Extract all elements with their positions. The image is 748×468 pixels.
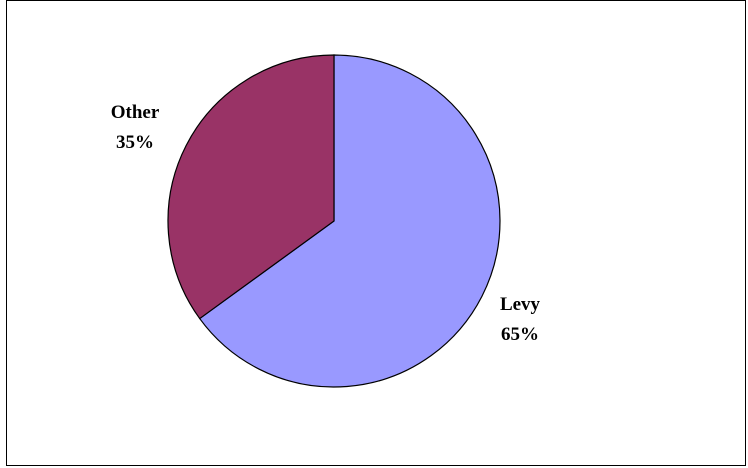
pie-slices	[167, 54, 501, 388]
slice-label-levy: Levy	[500, 294, 541, 315]
pie-slice-other	[167, 54, 335, 320]
pie-slice-levy	[198, 54, 501, 388]
slice-percent-other: 35%	[116, 132, 154, 153]
pie-labels: Other 35% Levy 65%	[111, 102, 541, 345]
slice-percent-levy: 65%	[501, 324, 539, 345]
slice-label-other: Other	[111, 102, 160, 123]
